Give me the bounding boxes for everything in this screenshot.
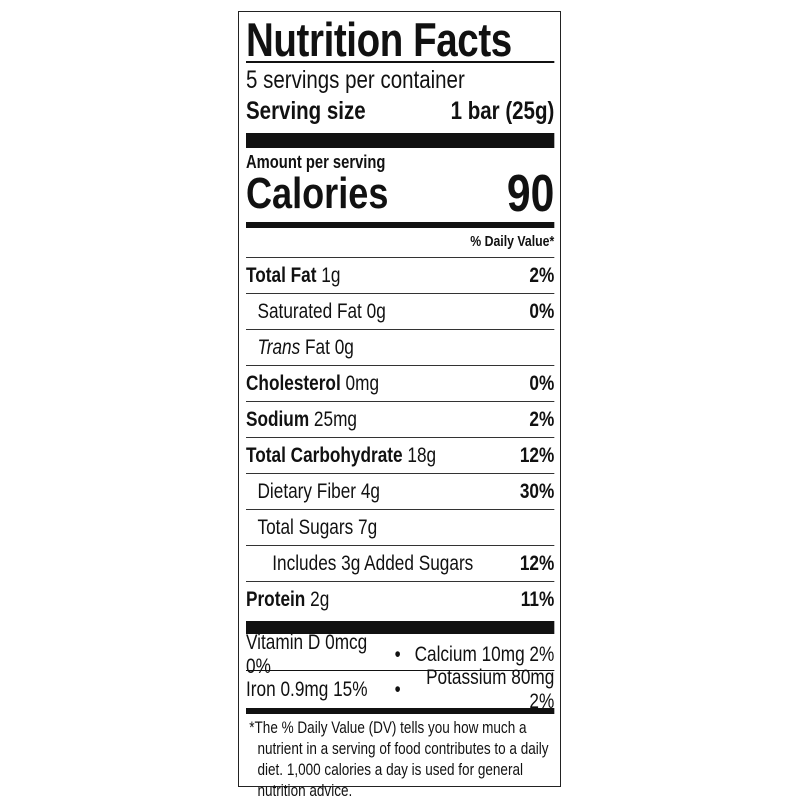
nutrient-dv: 11% [520,587,555,611]
calories-value: 90 [506,165,555,223]
nutrient-name: Total Fat [246,263,317,287]
thick-divider [246,621,555,634]
daily-value-header: % Daily Value* [470,233,555,250]
divider [246,670,555,671]
nutrient-row-saturated-fat: Saturated Fat 0g 0% [246,293,555,329]
nutrient-amount: 1g [321,263,341,287]
nutrient-row-protein: Protein 2g 11% [246,581,555,617]
nutrient-amount: 0g [334,335,354,359]
nutrient-dv: 12% [519,443,555,467]
divider [246,61,555,63]
nutrient-name-suffix: Fat [305,335,330,359]
nutrient-name: Protein [246,587,306,611]
amount-per-serving: Amount per serving [246,152,386,172]
nutrient-dv: 30% [519,479,555,503]
nutrient-amount: 0mg [345,371,380,395]
nutrient-row-sodium: Sodium 25mg 2% [246,401,555,437]
nutrient-name: Total Sugars [257,515,354,539]
serving-size: Serving size 1 bar (25g) [246,96,554,126]
nutrient-row-total-carbohydrate: Total Carbohydrate 18g 12% [246,437,555,473]
nutrient-row-cholesterol: Cholesterol 0mg 0% [246,365,555,401]
calories-row: Calories 90 [246,165,555,223]
vitamin-left: Iron 0.9mg 15% [246,678,368,701]
vitamin-row: Iron 0.9mg 15% • Potassium 80mg 2% [246,666,554,713]
vitamin-right: Potassium 80mg 2% [426,666,555,713]
nutrient-dv: 0% [529,299,555,323]
footnote: *The % Daily Value (DV) tells you how mu… [249,719,549,800]
nutrient-amount: 25mg [313,407,358,431]
nutrition-label-border [238,11,561,787]
medium-divider [246,222,555,228]
nutrition-facts-label: Nutrition Facts 5 servings per container… [246,11,555,800]
nutrient-name: Saturated Fat [257,299,362,323]
nutrient-dv: 0% [529,371,555,395]
vitamin-right: Calcium 10mg 2% [414,643,555,666]
nutrient-name: Includes 3g Added Sugars [272,551,474,575]
servings-per-container: 5 servings per container [246,66,465,94]
nutrient-amount: 18g [407,443,437,467]
calories-label: Calories [246,169,389,218]
nutrient-amount: 2g [310,587,330,611]
nutrient-amount: 7g [357,515,378,539]
nutrient-amount: 4g [360,479,380,503]
nutrient-dv: 2% [529,407,555,431]
bullet: • [394,678,401,701]
nutrient-dv: 2% [529,263,555,287]
nutrient-row-added-sugars: Includes 3g Added Sugars 12% [246,545,555,581]
vitamin-row: Vitamin D 0mcg 0% • Calcium 10mg 2% [246,631,555,678]
vitamin-left: Vitamin D 0mcg 0% [246,631,368,678]
serving-size-label: Serving size [246,97,366,125]
medium-divider [246,708,555,714]
nutrient-name: Sodium [246,407,310,431]
label-title: Nutrition Facts [246,13,512,66]
nutrient-amount: 0g [366,299,386,323]
nutrient-name: Total Carbohydrate [246,443,403,467]
nutrient-dv: 12% [519,551,555,575]
nutrient-name: Trans [257,335,301,359]
nutrient-name: Cholesterol [246,371,341,395]
bullet: • [394,643,401,666]
nutrient-row-total-fat: Total Fat 1g 2% [246,257,555,293]
nutrient-row-total-sugars: Total Sugars 7g [246,509,555,545]
serving-size-value: 1 bar (25g) [450,97,555,125]
nutrient-row-dietary-fiber: Dietary Fiber 4g 30% [246,473,555,509]
nutrient-row-trans-fat: Trans Fat 0g [246,329,555,365]
nutrient-name: Dietary Fiber [257,479,357,503]
thick-divider [246,133,555,148]
